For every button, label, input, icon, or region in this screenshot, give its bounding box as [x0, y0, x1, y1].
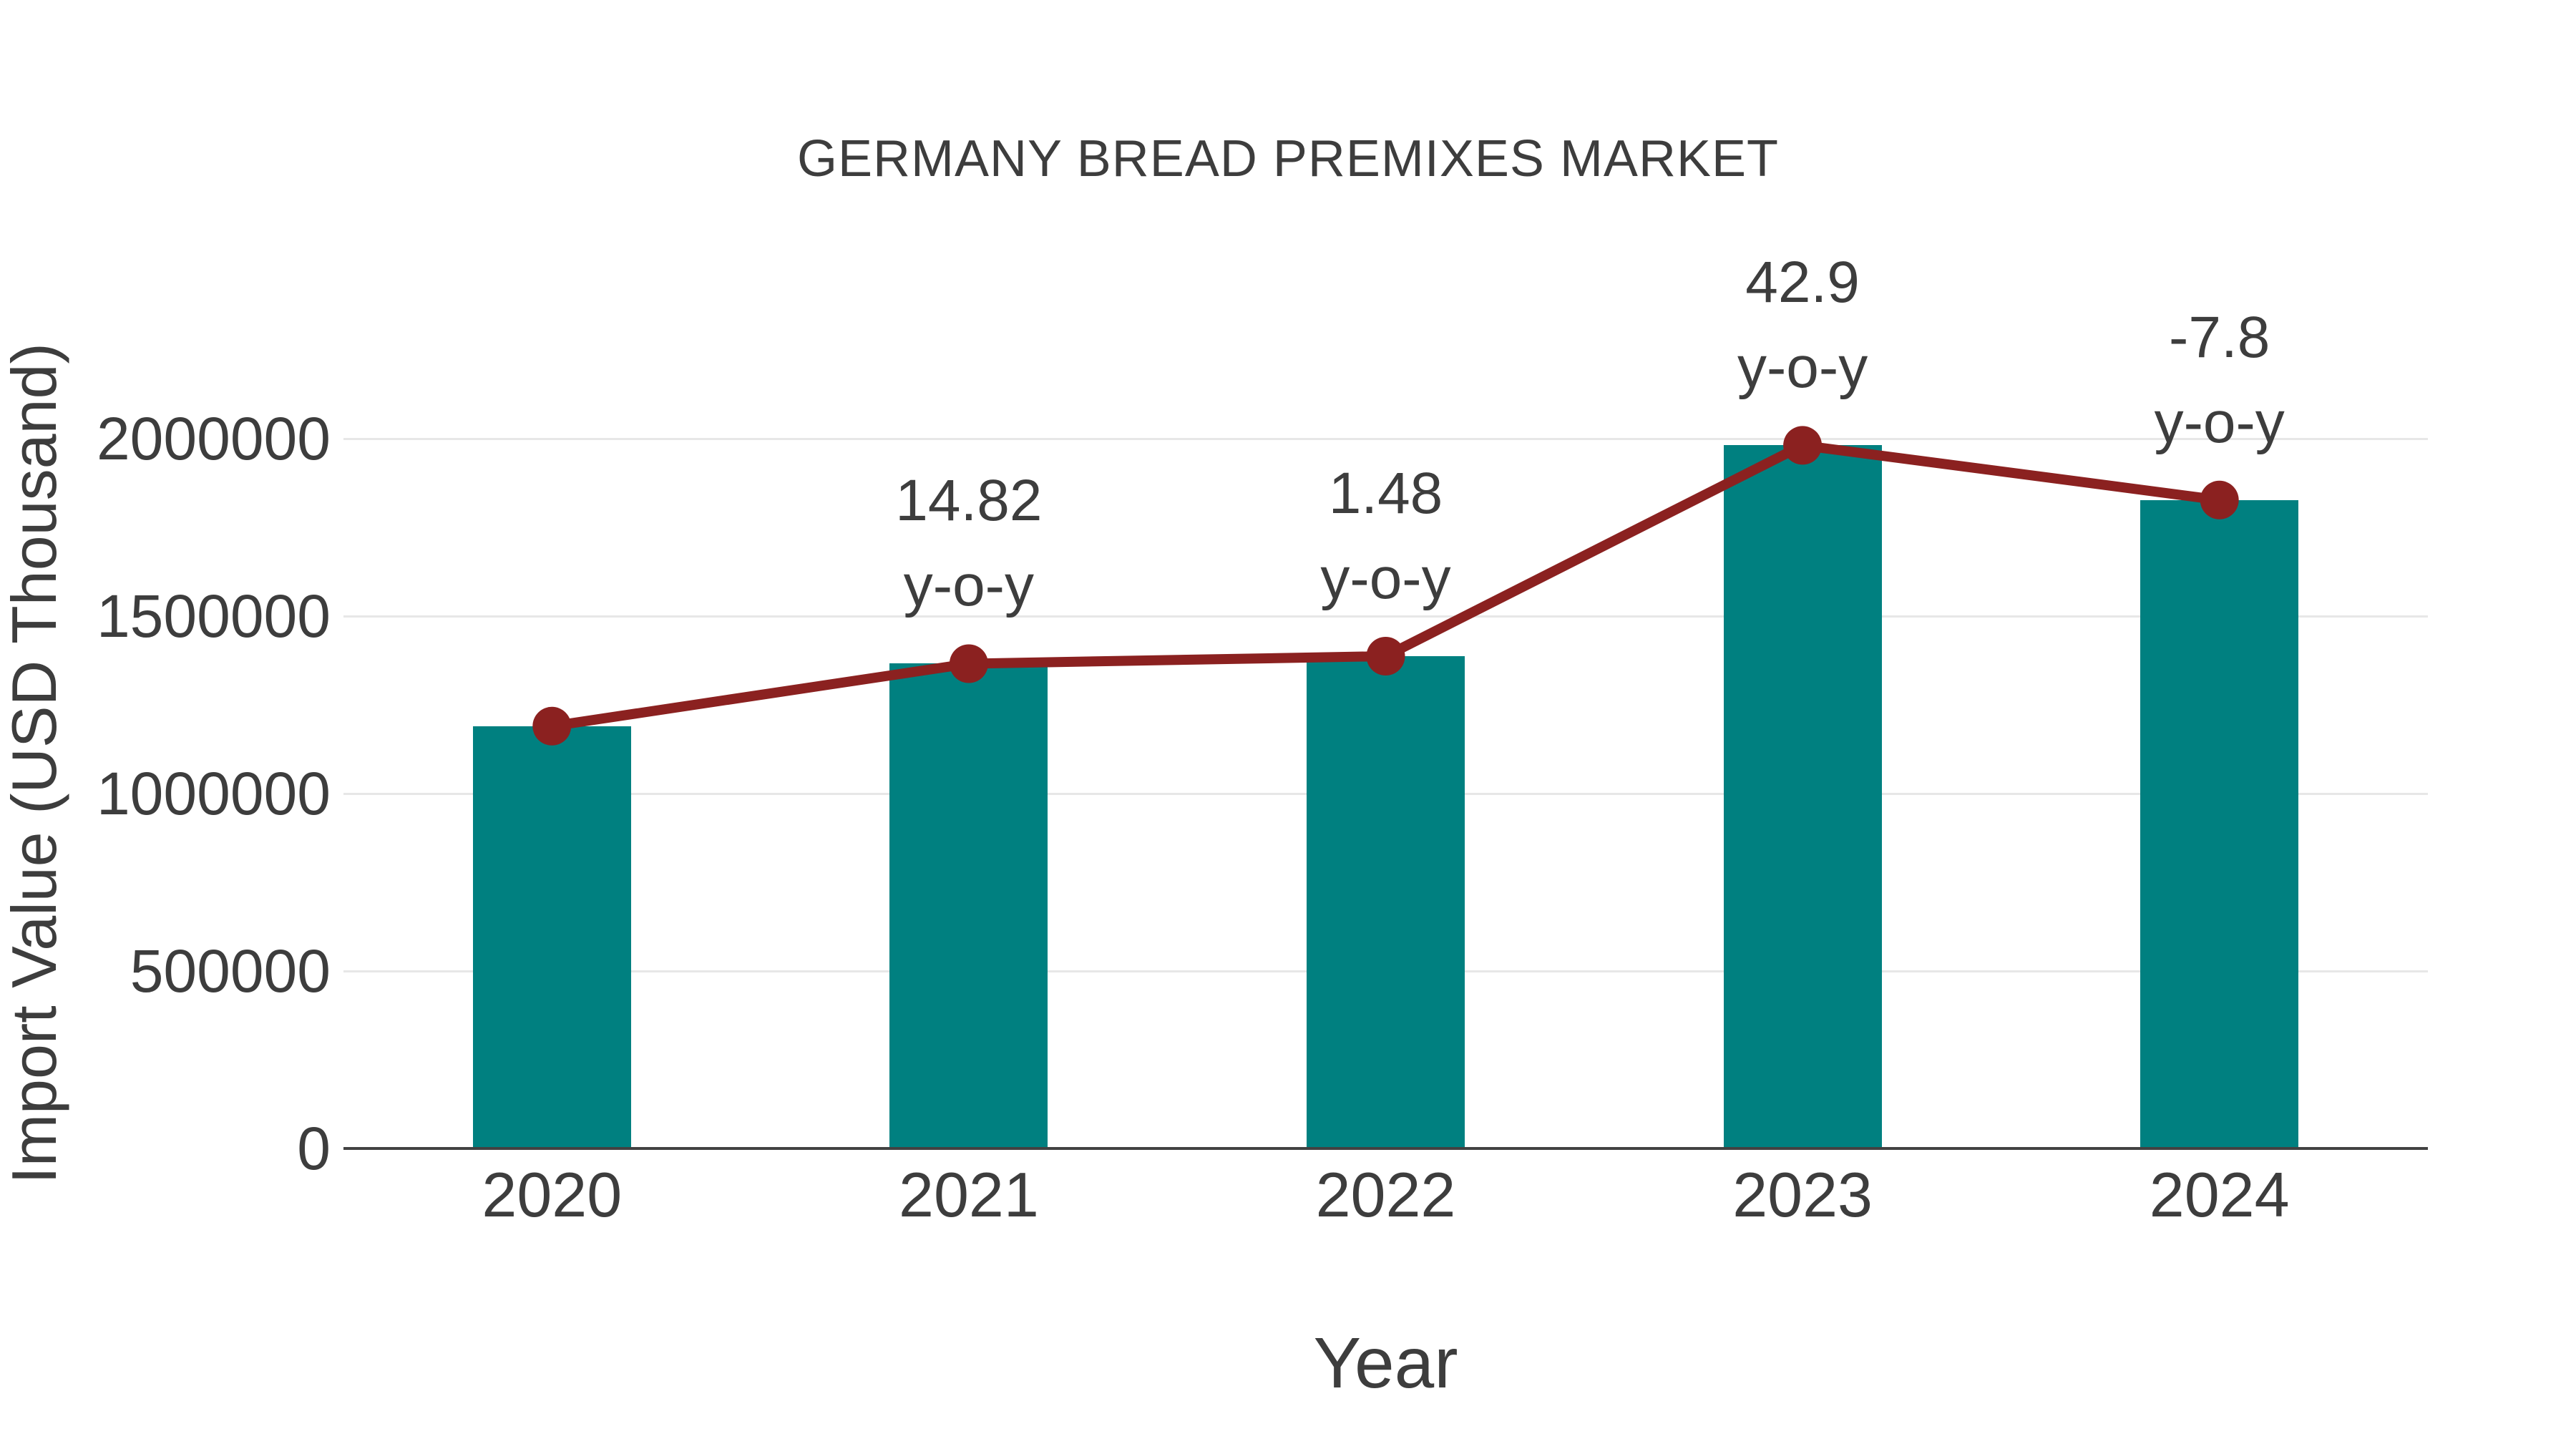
yoy-suffix-2023: y-o-y [1737, 335, 1868, 401]
marker-2022 [1366, 637, 1405, 675]
y-tick-label-2000000: 2000000 [96, 405, 331, 472]
x-tick-label-2023: 2023 [1732, 1159, 1873, 1230]
yoy-annotation-2021: 14.82 y-o-y [895, 458, 1042, 628]
marker-2023 [1783, 426, 1823, 465]
yoy-suffix-2022: y-o-y [1320, 546, 1451, 612]
gridline-2000000 [343, 438, 2428, 440]
x-tick-label-2020: 2020 [482, 1159, 623, 1230]
x-tick-label-2024: 2024 [2149, 1159, 2290, 1230]
marker-2024 [2200, 480, 2239, 519]
y-tick-label-500000: 500000 [130, 937, 331, 1005]
x-tick-label-2021: 2021 [899, 1159, 1039, 1230]
y-tick-label-1500000: 1500000 [96, 582, 331, 650]
yoy-annotation-2024: -7.8 y-o-y [2155, 295, 2285, 465]
yoy-annotation-2022: 1.48 y-o-y [1320, 451, 1450, 621]
chart-title: GERMANY BREAD PREMIXES MARKET [797, 130, 1779, 187]
y-tick-label-1000000: 1000000 [96, 760, 331, 827]
yoy-value-2024: -7.8 [2169, 304, 2270, 370]
y-tick-label-0: 0 [297, 1115, 331, 1182]
bar-2021 [889, 663, 1048, 1148]
x-axis-title: Year [1313, 1323, 1458, 1403]
bar-2024 [2140, 499, 2299, 1148]
bar-2023 [1723, 445, 1882, 1148]
yoy-value-2023: 42.9 [1745, 250, 1860, 316]
x-axis-line [343, 1147, 2428, 1150]
yoy-suffix-2021: y-o-y [903, 553, 1034, 619]
gridline-1500000 [343, 615, 2428, 618]
bar-2020 [472, 726, 631, 1148]
x-tick-label-2022: 2022 [1315, 1159, 1456, 1230]
yoy-annotation-2023: 42.9 y-o-y [1737, 240, 1868, 410]
marker-2021 [949, 644, 988, 683]
yoy-value-2021: 14.82 [895, 468, 1043, 534]
yoy-suffix-2024: y-o-y [2154, 389, 2285, 455]
bar-2022 [1307, 656, 1465, 1148]
marker-2020 [532, 706, 572, 746]
yoy-value-2022: 1.48 [1328, 461, 1443, 527]
